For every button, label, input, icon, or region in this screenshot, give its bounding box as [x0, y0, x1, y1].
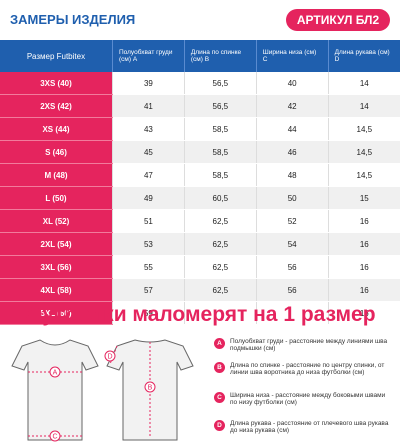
size-cell: L (50) — [0, 186, 113, 210]
size-cell: S (46) — [0, 140, 113, 164]
cell: 14,5 — [327, 117, 400, 141]
cell: 62,5 — [183, 255, 257, 279]
legend-item: D Длина рукава - расстояние от плечевого … — [214, 420, 394, 434]
column-header: Ширина низа (см) C — [255, 40, 329, 72]
cell: 57 — [112, 278, 185, 302]
column-header: Полуобхват груди (см) A — [112, 40, 185, 72]
cell: 14 — [327, 72, 400, 95]
column-header: Размер Futbitex — [0, 40, 113, 72]
cell: 46 — [255, 140, 329, 164]
cell: 59 — [112, 301, 185, 325]
cell: 58,5 — [183, 140, 257, 164]
diagram-marker — [104, 350, 116, 362]
diagram-letter: B — [148, 385, 153, 392]
size-cell: 3XL (56) — [0, 255, 113, 279]
cell: 45 — [112, 140, 185, 164]
diagram-letter: A — [53, 370, 58, 377]
cell: 62,5 — [183, 209, 257, 233]
cell: 58,5 — [183, 163, 257, 187]
size-table: Размер Futbitex Полуобхват груди (см) A Дл… — [0, 40, 400, 325]
cell: 44 — [255, 117, 329, 141]
cell: 16 — [327, 255, 400, 279]
cell: 41 — [112, 94, 185, 118]
table-row: 2XS (42) 41 56,5 42 14 — [0, 94, 400, 118]
cell: 52 — [255, 209, 329, 233]
column-header: Длина рукава (см) D — [327, 40, 400, 72]
size-cell: 2XL (54) — [0, 232, 113, 256]
table-row: 2XL (54) 53 62,5 54 16 — [0, 232, 400, 256]
diagram-letter: C — [52, 434, 57, 441]
cell: 15 — [327, 186, 400, 210]
table-row: 3XL (56) 55 62,5 56 16 — [0, 255, 400, 279]
cell: 39 — [112, 72, 185, 95]
cell: 62,5 — [183, 278, 257, 302]
cell: 60,5 — [183, 186, 257, 210]
cell: 42 — [255, 94, 329, 118]
table-row: 3XS (40) 39 56,5 40 14 — [0, 72, 400, 95]
cell: 16 — [327, 209, 400, 233]
diagram-letter: D — [107, 354, 112, 361]
cell: 48 — [255, 163, 329, 187]
cell: 14 — [327, 94, 400, 118]
legend-text: Длина по спинке - расстояние по центру с… — [230, 362, 385, 376]
cell: 56,5 — [183, 72, 257, 95]
table-row: M (48) 47 58,5 48 14,5 — [0, 163, 400, 187]
cell: 43 — [112, 117, 185, 141]
cell: 56 — [255, 255, 329, 279]
cell: 56 — [255, 278, 329, 302]
article-badge: АРТИКУЛ БЛ2 — [286, 9, 390, 31]
cell: 49 — [112, 186, 185, 210]
diagram-marker — [49, 430, 61, 442]
legend-letter: A — [214, 338, 225, 349]
size-cell: XS (44) — [0, 117, 113, 141]
legend-item: C Ширина низа - расстояние между боковыми… — [214, 392, 394, 406]
diagram-marker — [144, 381, 156, 393]
diagram: A B C D — [11, 339, 194, 442]
legend-letter: B — [214, 362, 225, 373]
legend-text: Ширина низа - расстояние между боковыми … — [230, 392, 386, 406]
cell: 40 — [255, 72, 329, 95]
cell: 62,5 — [183, 232, 257, 256]
cell — [183, 301, 257, 325]
column-header: Длина по спинке (см) B — [183, 40, 257, 72]
cell: 50 — [255, 186, 329, 210]
cell: 54 — [255, 232, 329, 256]
legend-letter: D — [214, 420, 225, 431]
legend-letter: C — [214, 392, 225, 403]
table-row: XS (44) 43 58,5 44 14,5 — [0, 117, 400, 141]
diagram-marker — [49, 366, 61, 378]
legend-text: Длина рукава - расстояние от плечевого ш… — [230, 420, 389, 434]
table-row: XL (52) 51 62,5 52 16 — [0, 209, 400, 233]
table-row: 5XL (60) 59 16 — [0, 301, 400, 325]
cell: 14,5 — [327, 163, 400, 187]
cell: 16 — [327, 232, 400, 256]
cell: 58,5 — [183, 117, 257, 141]
size-cell: XL (52) — [0, 209, 113, 233]
size-cell: 2XS (42) — [0, 94, 113, 118]
size-cell: M (48) — [0, 163, 113, 187]
cell: 14,5 — [327, 140, 400, 164]
cell — [255, 301, 329, 325]
cell: 16 — [327, 301, 400, 325]
table-row: L (50) 49 60,5 50 15 — [0, 186, 400, 210]
cell: 56,5 — [183, 94, 257, 118]
legend-item: B Длина по спинке - расстояние по центру … — [214, 362, 394, 376]
cell: 47 — [112, 163, 185, 187]
banner: Футболки маломерят на 1 размер — [24, 303, 376, 326]
size-cell: 4XL (58) — [0, 278, 113, 302]
table-row: S (46) 45 58,5 46 14,5 — [0, 140, 400, 164]
cell: 53 — [112, 232, 185, 256]
legend-item: A Полуобхват груди - расстояние между лин… — [214, 338, 394, 352]
title: ЗАМЕРЫ ИЗДЕЛИЯ — [10, 12, 136, 27]
cell: 51 — [112, 209, 185, 233]
size-cell: 5XL (60) — [0, 301, 113, 325]
cell: 55 — [112, 255, 185, 279]
size-cell: 3XS (40) — [0, 72, 113, 95]
table-row: 4XL (58) 57 62,5 56 16 — [0, 278, 400, 302]
cell: 16 — [327, 278, 400, 302]
legend-text: Полуобхват груди - расстояние между лини… — [230, 338, 388, 352]
